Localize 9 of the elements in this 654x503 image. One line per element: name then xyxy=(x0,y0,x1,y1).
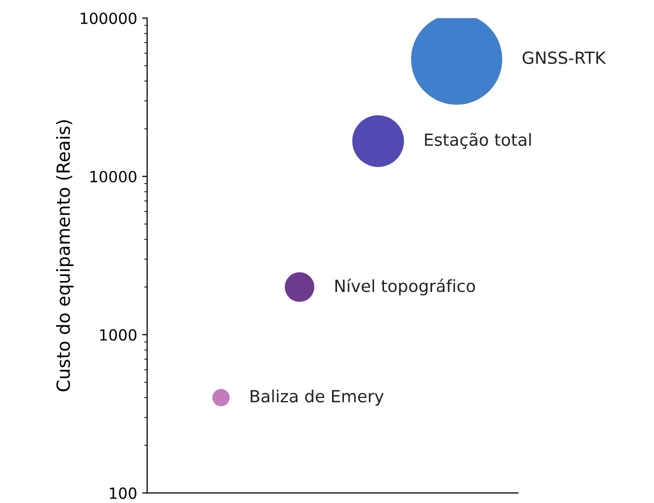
y-tick-label: 100 xyxy=(110,487,136,499)
y-axis-title: Custo do equipamento (Reais) xyxy=(56,120,74,392)
series-label: Nível topográfico xyxy=(335,278,476,296)
y-tick-label: 1000 xyxy=(100,329,136,341)
y-tick-label: 100000 xyxy=(80,12,136,24)
series-label: Baliza de Emery xyxy=(250,390,384,406)
series-label: GNSS-RTK xyxy=(522,51,606,64)
series-label: Estação total xyxy=(425,132,531,149)
y-tick-label: 10000 xyxy=(90,170,136,182)
